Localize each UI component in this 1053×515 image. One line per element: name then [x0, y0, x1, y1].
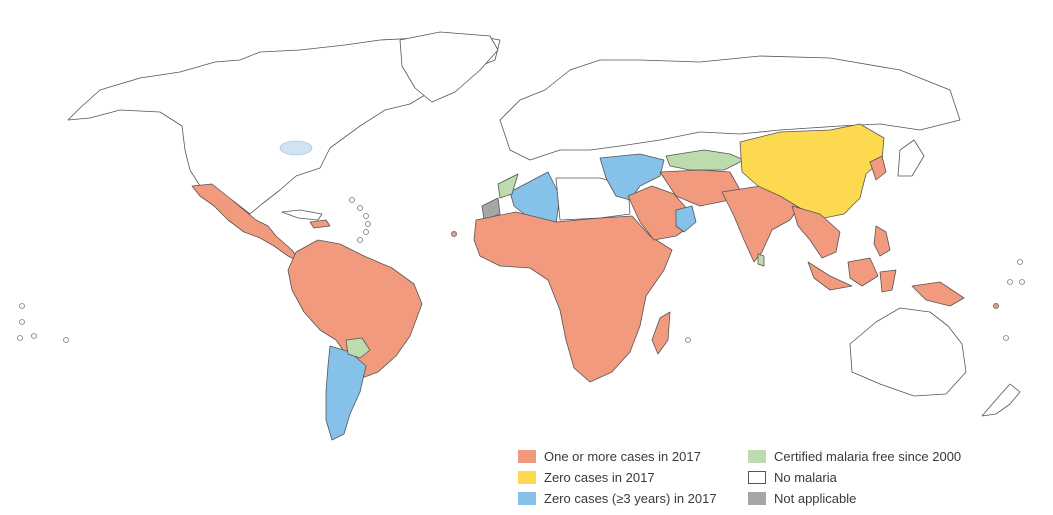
legend-label: Not applicable: [774, 490, 857, 506]
region-western-sahara: [481, 197, 501, 221]
region-borneo: [847, 257, 879, 287]
legend-label: One or more cases in 2017: [544, 448, 701, 464]
region-paraguay: [345, 337, 371, 359]
map-legend: One or more cases in 2017 Zero cases in …: [518, 446, 1038, 510]
region-sub-saharan-africa: [473, 211, 673, 383]
region-korea: [869, 155, 887, 181]
region-japan: [897, 139, 925, 177]
legend-swatch: [748, 449, 766, 463]
region-south-america: [287, 239, 423, 379]
legend-item-no-malaria: No malaria: [748, 467, 837, 487]
legend-item-zero-cases: Zero cases in 2017: [518, 467, 655, 487]
legend-swatch: [748, 491, 766, 505]
legend-label: No malaria: [774, 469, 837, 485]
region-indonesia: [807, 261, 853, 291]
legend-swatch: [748, 470, 766, 484]
legend-swatch: [518, 449, 536, 463]
legend-item-zero-cases-3-years: Zero cases (≥3 years) in 2017: [518, 488, 717, 508]
region-papua: [911, 281, 965, 307]
region-southeast-asia: [791, 205, 841, 259]
legend-item-certified-free: Certified malaria free since 2000: [748, 446, 961, 466]
region-australia: [849, 307, 967, 397]
region-sulawesi: [879, 269, 897, 293]
legend-swatch: [518, 491, 536, 505]
legend-label: Zero cases in 2017: [544, 469, 655, 485]
region-new-zealand: [981, 383, 1021, 417]
legend-label: Zero cases (≥3 years) in 2017: [544, 490, 717, 506]
region-greenland: [399, 31, 499, 103]
legend-label: Certified malaria free since 2000: [774, 448, 962, 464]
region-europe: [499, 55, 961, 161]
region-madagascar: [651, 311, 671, 355]
region-morocco: [497, 173, 519, 199]
legend-item-one-or-more-cases: One or more cases in 2017: [518, 446, 701, 466]
region-philippines: [873, 225, 891, 257]
region-turkey-iraq: [599, 153, 665, 201]
region-southern-cone: [325, 345, 367, 441]
region-oman: [675, 205, 697, 233]
region-caribbean: [281, 209, 323, 221]
region-china: [739, 123, 885, 219]
region-hispaniola: [309, 219, 331, 229]
legend-swatch: [518, 470, 536, 484]
legend-item-not-applicable: Not applicable: [748, 488, 856, 508]
island-callouts: [17, 197, 1025, 343]
region-central-asia: [665, 149, 745, 171]
great-lakes: [279, 140, 313, 156]
region-north-america: [67, 33, 501, 215]
region-sri-lanka: [757, 253, 765, 267]
